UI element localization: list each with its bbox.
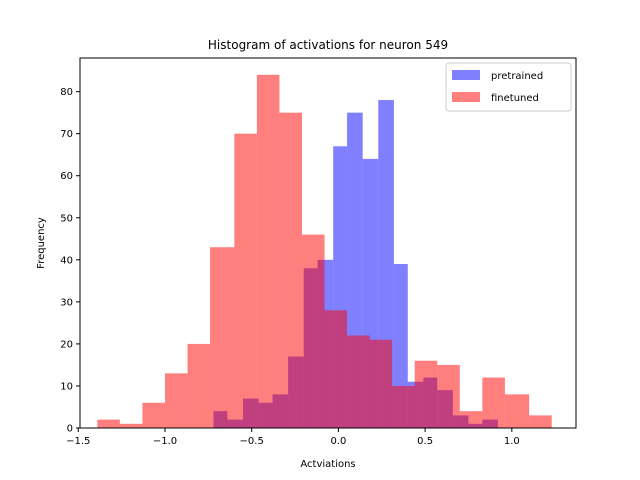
legend: pretrained finetuned (445, 62, 572, 112)
bar-finetuned-5 (210, 247, 235, 428)
y-tick-label: 60 (60, 171, 73, 182)
bar-finetuned-9 (301, 234, 325, 428)
x-tick-label: −0.5 (240, 436, 264, 447)
bar-finetuned-6 (234, 133, 257, 428)
y-tick-label: 10 (60, 381, 73, 392)
bar-finetuned-10 (324, 310, 348, 428)
bar-finetuned-15 (437, 364, 460, 428)
bar-finetuned-0 (97, 419, 120, 428)
x-tick-label: 1.0 (504, 436, 520, 447)
x-tick-label: −1.5 (66, 436, 90, 447)
bar-finetuned-2 (142, 402, 165, 428)
bar-finetuned-7 (256, 74, 280, 429)
x-axis-ticks: −1.5 −1.0 −0.5 0.0 0.5 1.0 (66, 428, 520, 447)
legend-label-pretrained: pretrained (491, 71, 543, 82)
bar-finetuned-17 (482, 377, 505, 428)
bar-finetuned-19 (529, 415, 552, 428)
x-tick-label: −1.0 (153, 436, 177, 447)
y-tick-label: 20 (60, 339, 73, 350)
x-axis-label: Actviations (300, 459, 355, 470)
bar-finetuned-11 (347, 335, 370, 428)
plot-frame (79, 57, 577, 429)
x-tick-label: 0.0 (330, 436, 346, 447)
y-tick-label: 70 (60, 129, 73, 140)
bar-finetuned-12 (369, 339, 393, 428)
legend-swatch-finetuned (452, 92, 480, 102)
bar-finetuned-1 (119, 423, 143, 428)
bar-finetuned-3 (164, 373, 188, 428)
bar-finetuned-14 (414, 360, 438, 428)
legend-label-finetuned: finetuned (491, 93, 539, 104)
y-tick-label: 30 (60, 297, 73, 308)
y-tick-label: 0 (67, 424, 73, 435)
y-axis-label: Frequency (36, 217, 47, 269)
series-finetuned-bars (97, 74, 552, 429)
bar-finetuned-4 (187, 343, 211, 428)
legend-swatch-pretrained (452, 70, 480, 80)
y-tick-label: 80 (60, 87, 73, 98)
bar-finetuned-8 (279, 112, 302, 428)
y-tick-label: 50 (60, 213, 73, 224)
bar-finetuned-16 (459, 411, 483, 428)
x-tick-label: 0.5 (417, 436, 433, 447)
bar-finetuned-13 (392, 385, 415, 428)
chart-title: Histogram of activations for neuron 549 (208, 38, 448, 52)
y-axis-ticks: 0 10 20 30 40 50 60 70 80 (60, 87, 80, 435)
y-tick-label: 40 (60, 255, 73, 266)
bar-finetuned-18 (504, 394, 530, 428)
